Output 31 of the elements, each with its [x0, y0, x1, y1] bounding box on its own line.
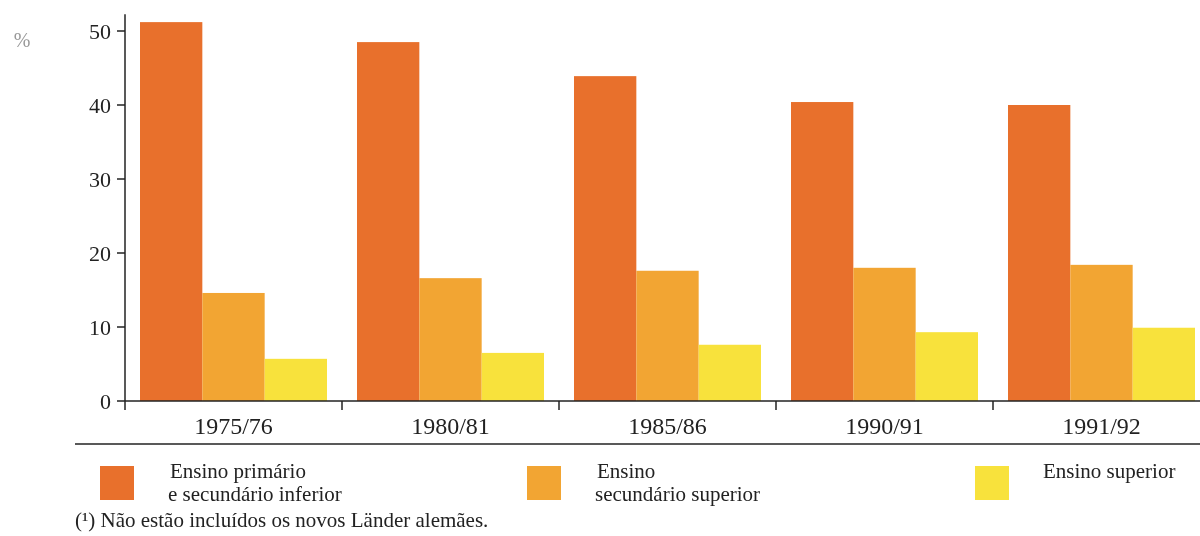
x-tick-label: 1985/86	[628, 413, 707, 439]
bar	[574, 76, 637, 401]
legend-label: Ensino superior	[1043, 459, 1176, 484]
bar	[698, 344, 761, 401]
bar	[791, 102, 854, 401]
bar	[357, 42, 420, 401]
bar	[1070, 264, 1133, 401]
bar	[202, 292, 265, 401]
legend-label: Ensino secundário superior	[595, 459, 761, 507]
y-axis-title: %	[13, 29, 31, 51]
bar	[419, 278, 482, 401]
y-tick-label: 20	[89, 240, 111, 266]
y-tick-label: 0	[100, 388, 111, 414]
y-tick-label: 30	[89, 166, 111, 192]
legend-label: Ensino primário e secundário inferior	[168, 459, 342, 507]
y-tick-label: 50	[89, 18, 111, 44]
x-tick-label: 1991/92	[1062, 413, 1141, 439]
bar	[915, 332, 978, 401]
x-tick-label: 1990/91	[845, 413, 924, 439]
x-tick-label: 1980/81	[411, 413, 490, 439]
x-tick-label: 1975/76	[194, 413, 273, 439]
text: (¹) Não estão incluídos os novos Länder alemães.	[75, 508, 489, 532]
y-tick-label: 40	[89, 92, 111, 118]
bar	[1132, 327, 1195, 401]
bar	[853, 267, 916, 401]
bar	[1008, 105, 1071, 401]
y-tick-label: 10	[89, 314, 111, 340]
bar	[264, 358, 327, 401]
bar	[140, 22, 203, 401]
bar	[481, 352, 544, 401]
bar	[636, 270, 699, 401]
